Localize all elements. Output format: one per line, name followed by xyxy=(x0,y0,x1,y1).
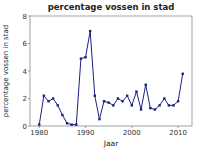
data-point xyxy=(89,30,91,32)
data-point xyxy=(158,104,160,106)
y-axis-label: percentage vossen in stad xyxy=(2,25,10,118)
data-point xyxy=(38,123,40,125)
data-point xyxy=(149,107,151,109)
data-point xyxy=(154,108,156,110)
plot-area xyxy=(38,30,184,126)
y-tick xyxy=(28,43,30,44)
data-point xyxy=(103,100,105,102)
data-point xyxy=(80,57,82,59)
x-tick-label: 2010 xyxy=(169,129,187,137)
y-tick-label: 0 xyxy=(23,123,27,131)
data-point xyxy=(98,118,100,120)
x-tick-label: 2000 xyxy=(123,129,141,137)
data-point xyxy=(107,101,109,103)
data-point xyxy=(57,104,59,106)
data-point xyxy=(84,56,86,58)
data-point xyxy=(47,100,49,102)
x-tick xyxy=(178,126,179,128)
y-tick-label: 8 xyxy=(23,13,27,21)
data-point xyxy=(140,108,142,110)
x-tick xyxy=(131,126,132,128)
y-tick xyxy=(28,16,30,17)
data-point xyxy=(121,100,123,102)
x-axis-label: Jaar xyxy=(103,139,119,148)
data-point xyxy=(117,97,119,99)
x-tick-label: 1980 xyxy=(30,129,48,137)
data-point xyxy=(66,122,68,124)
data-point xyxy=(126,95,128,97)
x-tick xyxy=(39,126,40,128)
data-point xyxy=(70,123,72,125)
y-tick xyxy=(28,98,30,99)
data-point xyxy=(135,90,137,92)
data-point xyxy=(172,104,174,106)
y-tick-label: 2 xyxy=(23,95,27,103)
x-tick xyxy=(85,126,86,128)
data-point xyxy=(43,95,45,97)
x-tick-label: 1990 xyxy=(77,129,95,137)
data-point xyxy=(145,84,147,86)
plot-frame xyxy=(30,16,192,126)
data-point xyxy=(61,114,63,116)
data-point xyxy=(177,100,179,102)
y-tick-label: 4 xyxy=(23,68,28,76)
data-line xyxy=(39,31,182,125)
data-point xyxy=(182,73,184,75)
y-tick xyxy=(28,71,30,72)
y-tick-label: 6 xyxy=(23,40,28,48)
chart: 0 2 4 6 8 1980 1990 2000 2010 percentage vossen i… xyxy=(0,0,200,150)
data-point xyxy=(112,104,114,106)
data-point xyxy=(131,104,133,106)
data-point xyxy=(163,97,165,99)
data-point xyxy=(168,104,170,106)
data-point xyxy=(75,123,77,125)
data-point xyxy=(52,97,54,99)
y-tick xyxy=(28,126,30,127)
data-point xyxy=(94,95,96,97)
chart-title: percentage vossen in stad xyxy=(48,2,175,12)
